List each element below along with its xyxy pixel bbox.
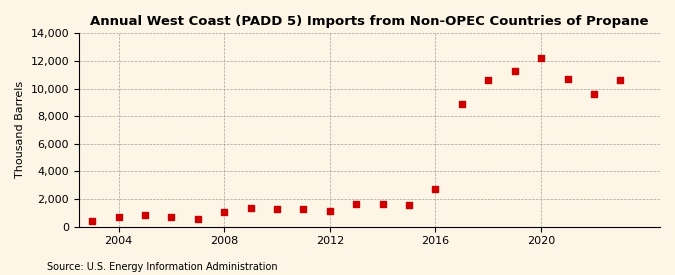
Point (140, 213, 151, 217)
Point (113, 215, 124, 219)
Point (271, 207, 282, 211)
Y-axis label: Thousand Barrels: Thousand Barrels (15, 81, 25, 178)
Title: Annual West Coast (PADD 5) Imports from Non-OPEC Countries of Propane: Annual West Coast (PADD 5) Imports from … (90, 15, 649, 28)
Point (377, 202, 388, 206)
Point (562, 77, 573, 81)
Point (589, 92, 599, 96)
Text: Source: U.S. Energy Information Administration: Source: U.S. Energy Information Administ… (47, 262, 278, 272)
Point (483, 78, 493, 82)
Point (245, 206, 256, 210)
Point (219, 210, 230, 214)
Point (404, 203, 414, 207)
Point (615, 78, 626, 82)
Point (86, 219, 97, 223)
Point (430, 186, 441, 191)
Point (298, 207, 309, 211)
Point (325, 208, 335, 213)
Point (351, 202, 362, 207)
Point (192, 217, 203, 221)
Point (166, 215, 177, 219)
Point (510, 68, 520, 73)
Point (536, 56, 547, 60)
Point (456, 101, 467, 106)
